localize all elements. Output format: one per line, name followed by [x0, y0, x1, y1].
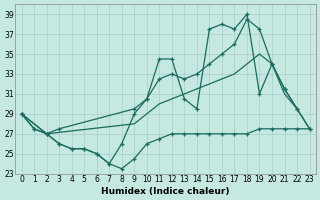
X-axis label: Humidex (Indice chaleur): Humidex (Indice chaleur) [101, 187, 230, 196]
